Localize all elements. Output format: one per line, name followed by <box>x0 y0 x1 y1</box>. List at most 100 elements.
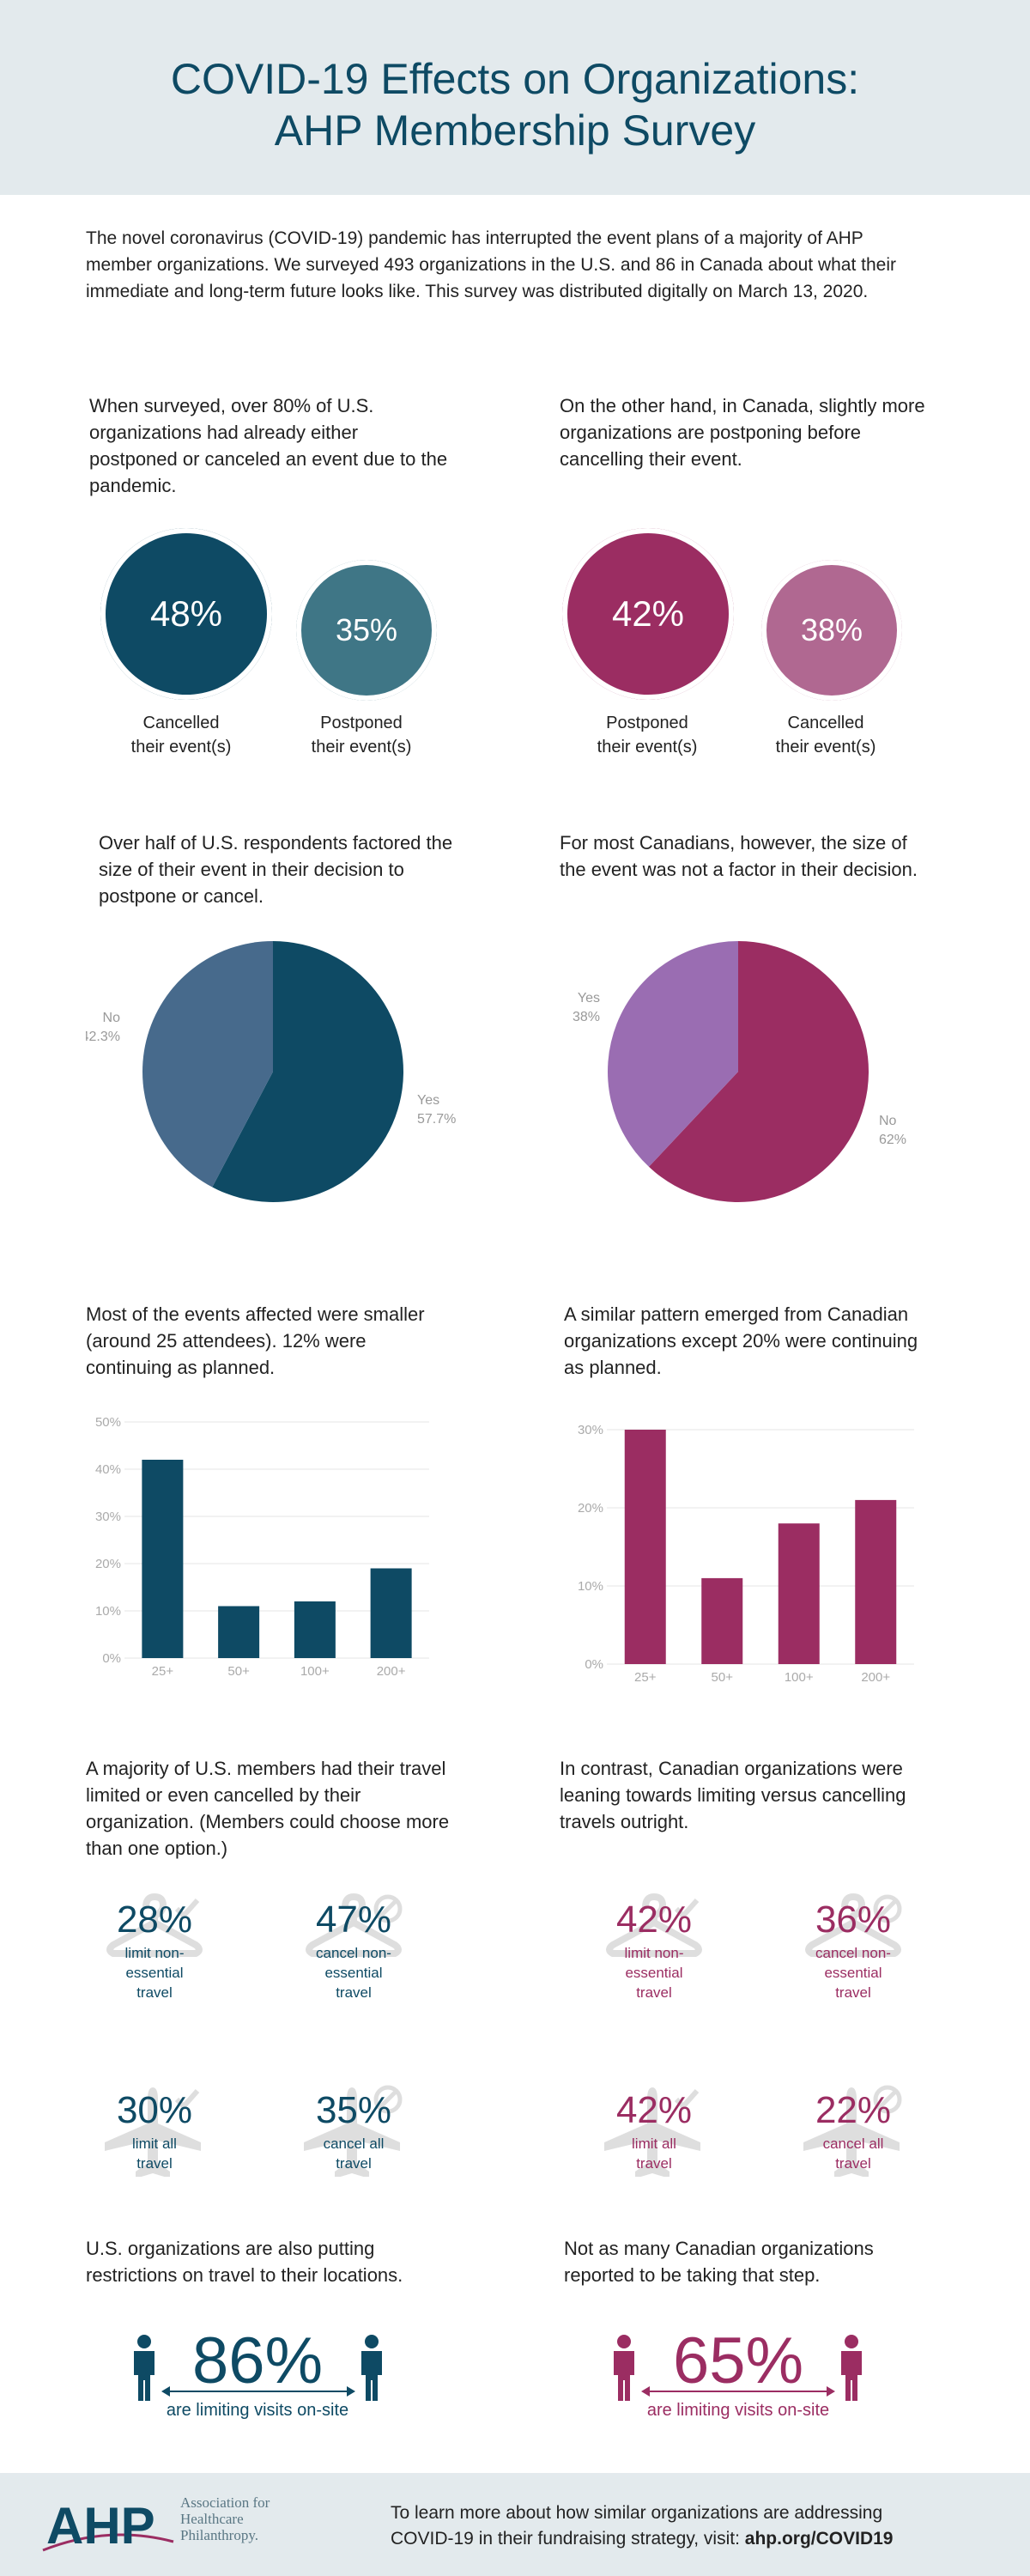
ca-size-pie-chart: No 62% Yes 38% <box>573 941 906 1202</box>
title-line-1: COVID-19 Effects on Organizations: <box>170 55 860 103</box>
bar-25+ <box>142 1460 184 1658</box>
x-tick-label: 200+ <box>377 1664 406 1679</box>
y-tick-label: 20% <box>578 1501 603 1516</box>
bar-100+ <box>294 1601 336 1658</box>
travel-label-line: essential <box>125 1965 184 1981</box>
intro-paragraph: The novel coronavirus (COVID-19) pandemi… <box>86 228 897 301</box>
travel-percent: 42% <box>615 1899 693 1941</box>
travel-label-line: travel <box>636 1984 672 2001</box>
ca-travel-text: In contrast, Canadian organizations were… <box>560 1758 906 1832</box>
travel-percent: 35% <box>315 2089 392 2131</box>
footer <box>0 2473 1030 2576</box>
travel-label: cancel all travel <box>276 2134 431 2173</box>
travel-label: cancel non-essential travel <box>776 1943 930 2002</box>
circle-value: 35% <box>335 612 398 647</box>
bar-100+ <box>778 1523 820 1664</box>
hanger-cancel-icon <box>306 1893 403 1957</box>
ca-size-factor-text: For most Canadians, however, the size of… <box>560 832 918 880</box>
travel-label-line: essential <box>324 1965 383 1981</box>
us-size-pie-chart: Yes 57.7% No 42.3% <box>86 941 456 1202</box>
ca-cancelled-label: Cancelled their event(s) <box>740 711 912 759</box>
travel-percent: 28% <box>116 1899 193 1941</box>
travel-label-line: travel <box>835 1984 871 2001</box>
plane-check-icon <box>105 2087 201 2177</box>
person-icon <box>361 2335 382 2401</box>
us-postponed-label: Postponed their event(s) <box>276 711 447 759</box>
travel-percent: 22% <box>815 2089 892 2131</box>
label-line: their event(s) <box>597 738 698 756</box>
pie-slice-yes <box>212 941 403 1202</box>
travel-label: limit all travel <box>77 2134 232 2173</box>
circle-value: 48% <box>149 593 223 634</box>
ca-postponed-label: Postponed their event(s) <box>561 711 733 759</box>
x-tick-label: 200+ <box>861 1670 890 1683</box>
bar-50+ <box>701 1577 743 1664</box>
footer-line: COVID-19 in their fundraising strategy, … <box>391 2529 745 2549</box>
ca-visits-caption: are limiting visits on-site <box>646 2401 830 2420</box>
travel-label: cancel all travel <box>776 2134 930 2173</box>
y-tick-label: 20% <box>95 1557 121 1571</box>
org-line: Philanthropy. <box>180 2527 258 2543</box>
us-cancelled-label: Cancelled their event(s) <box>95 711 267 759</box>
travel-percent: 42% <box>615 2089 693 2131</box>
circle-value: 38% <box>800 612 863 647</box>
x-tick-label: 50+ <box>712 1670 734 1683</box>
pie-value-label: 42.3% <box>86 1030 120 1044</box>
us-event-size-text: Most of the events affected were smaller… <box>86 1303 425 1378</box>
double-arrow-icon <box>641 2386 835 2397</box>
travel-label: cancel non-essential travel <box>276 1943 431 2002</box>
header-banner <box>0 0 1030 195</box>
x-tick-label: 25+ <box>634 1670 657 1683</box>
person-icon <box>614 2335 634 2401</box>
bar-200+ <box>370 1568 412 1658</box>
pie-label: Yes <box>417 1093 439 1108</box>
plane-cancel-icon <box>803 2085 902 2177</box>
us-size-factor-text: Over half of U.S. respondents factored t… <box>99 832 453 907</box>
footer-cta: To learn more about how similar organiza… <box>391 2500 991 2552</box>
y-tick-label: 50% <box>95 1415 121 1430</box>
us-visits-caption: are limiting visits on-site <box>166 2401 349 2420</box>
hanger-check-icon <box>606 1893 702 1957</box>
y-tick-label: 40% <box>95 1462 121 1477</box>
y-tick-label: 10% <box>578 1579 603 1594</box>
travel-label-line: cancel all <box>822 2136 884 2152</box>
label-line: Cancelled <box>787 714 864 732</box>
travel-label-line: cancel all <box>323 2136 385 2152</box>
travel-label-line: travel <box>336 1984 372 2001</box>
pie-label: Yes <box>578 991 600 1005</box>
travel-label: limit non-essential travel <box>577 1943 731 2002</box>
travel-label-line: travel <box>835 2155 871 2172</box>
x-tick-label: 25+ <box>152 1664 174 1679</box>
us-event-status-text: When surveyed, over 80% of U.S. organiza… <box>89 395 448 496</box>
travel-label-line: travel <box>136 2155 173 2172</box>
label-line: their event(s) <box>130 738 232 756</box>
ca-postponed-circle: 42% <box>562 528 734 700</box>
travel-label-line: travel <box>636 2155 672 2172</box>
travel-label-line: limit all <box>632 2136 676 2152</box>
travel-label-line: essential <box>824 1965 882 1981</box>
travel-label-line: essential <box>625 1965 683 1981</box>
travel-label-line: limit all <box>132 2136 177 2152</box>
x-tick-label: 50+ <box>227 1664 250 1679</box>
x-tick-label: 100+ <box>785 1670 814 1683</box>
title-line-2: AHP Membership Survey <box>274 106 756 155</box>
y-tick-label: 10% <box>95 1604 121 1619</box>
us-cancelled-circle: 48% <box>100 528 272 700</box>
pie-slice-yes <box>608 941 738 1167</box>
double-arrow-icon <box>161 2386 355 2397</box>
y-tick-label: 0% <box>102 1651 121 1666</box>
bar-25+ <box>624 1430 666 1664</box>
ca-event-size-bar-chart: 0% 10% 20% 30% 25+ 50+ 100+ 200+ <box>578 1423 914 1683</box>
y-tick-label: 30% <box>578 1423 603 1437</box>
travel-percent: 47% <box>315 1899 392 1941</box>
org-name: Association for Healthcare Philanthropy. <box>180 2494 270 2543</box>
travel-label-line: limit non- <box>624 1945 684 1961</box>
org-line: Healthcare <box>180 2511 244 2527</box>
hanger-check-icon <box>106 1893 203 1957</box>
ca-event-size-text: A similar pattern emerged from Canadian … <box>564 1303 918 1378</box>
y-tick-label: 0% <box>585 1657 603 1672</box>
us-visits-percent: 86% <box>191 2324 324 2397</box>
footer-link[interactable]: ahp.org/COVID19 <box>744 2529 894 2549</box>
travel-label-line: cancel non- <box>815 1945 891 1961</box>
page-title: COVID-19 Effects on Organizations: AHP M… <box>0 53 1030 156</box>
